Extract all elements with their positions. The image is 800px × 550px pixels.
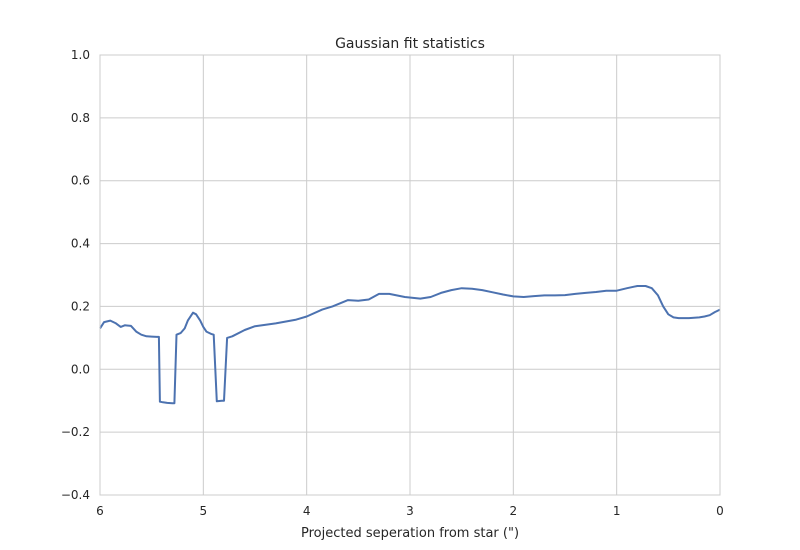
y-tick-label: 0.2	[71, 299, 90, 313]
y-tick-label: 0.6	[71, 174, 90, 188]
plot-frame	[99, 54, 721, 496]
x-tick-label: 0	[716, 504, 724, 518]
x-tick-labels: 6 5 4 3 2 1 0	[96, 504, 724, 518]
y-tick-label: 0.4	[71, 237, 90, 251]
x-tick-label: 3	[406, 504, 414, 518]
y-tick-label: −0.4	[61, 488, 90, 502]
x-tick-label: 4	[303, 504, 311, 518]
x-tick-label: 6	[96, 504, 104, 518]
x-tick-label: 1	[613, 504, 621, 518]
y-tick-labels: −0.4 −0.2 0.0 0.2 0.4 0.6 0.8 1.0	[61, 48, 90, 502]
series-group	[99, 285, 721, 405]
chart-title: Gaussian fit statistics	[335, 36, 485, 52]
y-tick-label: 0.0	[71, 362, 90, 376]
x-tick-label: 5	[200, 504, 208, 518]
y-tick-label: −0.2	[61, 425, 90, 439]
y-tick-label: 0.8	[71, 111, 90, 125]
series-line	[99, 285, 721, 405]
y-tick-label: 1.0	[71, 48, 90, 62]
x-tick-label: 2	[510, 504, 518, 518]
x-axis-label: Projected seperation from star (")	[301, 526, 519, 541]
